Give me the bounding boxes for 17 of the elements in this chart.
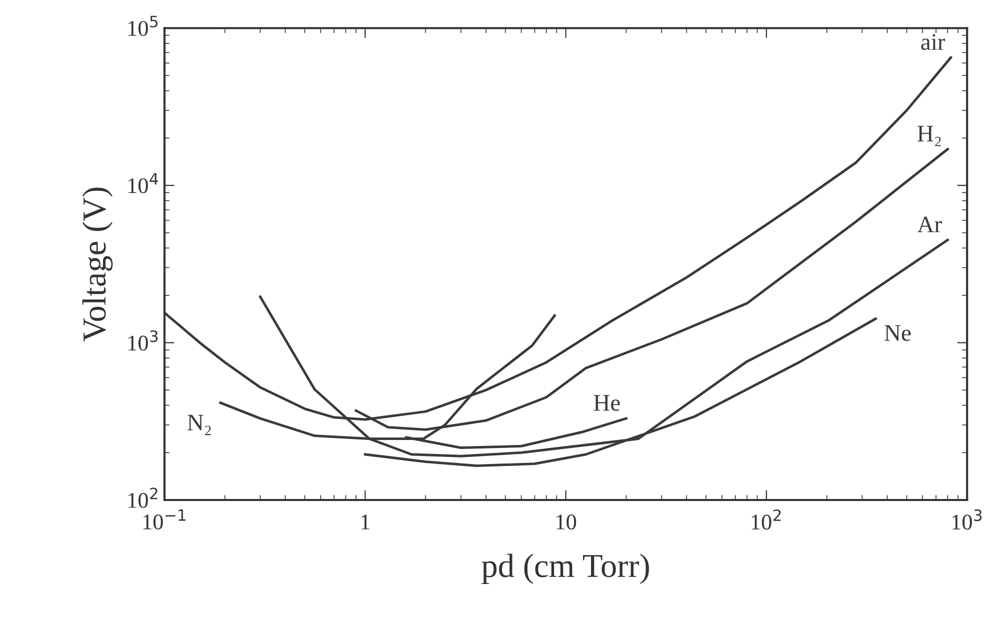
x-tick-label: 10$^{2}$ — [752, 509, 781, 530]
y-tick-label: 10$^{3}$ — [128, 330, 158, 351]
series-label: He — [594, 395, 620, 411]
x-tick-label: 10$^{3}$ — [952, 509, 982, 530]
x-tick-label: 10 — [556, 514, 576, 530]
y-tick-label: 10$^{5}$ — [128, 16, 158, 36]
legend-label: H₂ — [917, 126, 941, 146]
y-tick-label: 10$^{2}$ — [128, 488, 158, 508]
x-axis-title: pd (cm Torr) — [482, 554, 649, 584]
x-tick-label: 10$^{−1}$ — [143, 509, 186, 530]
y-tick-label: 10$^{4}$ — [128, 173, 158, 194]
y-axis-title: Voltage (V) — [82, 188, 113, 342]
legend-label: air — [921, 34, 946, 50]
x-tick-label: 1 — [362, 514, 370, 530]
legend-label: Ar — [917, 216, 942, 232]
legend-label: Ne — [884, 325, 911, 341]
series-label: N₂ — [188, 414, 211, 436]
